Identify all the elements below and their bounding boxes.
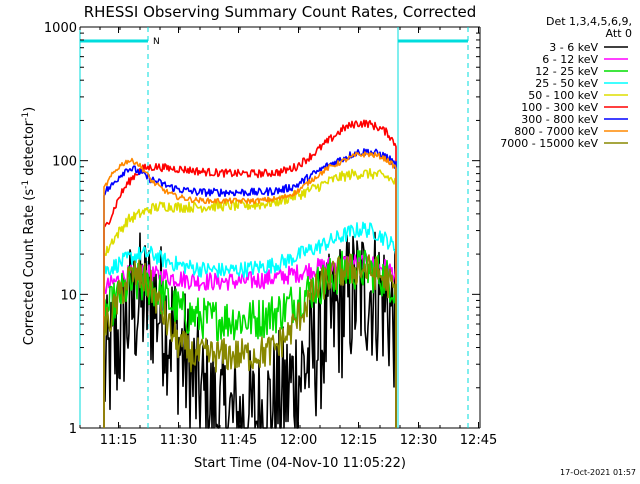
x-tick-label: 12:15 [340,433,377,448]
x-tick-label: 12:30 [400,433,437,448]
x-axis-label: Start Time (04-Nov-10 11:05:22) [194,456,406,471]
legend-header-line-1: Det 1,3,4,5,6,9, [546,15,632,28]
chart-title: RHESSI Observing Summary Count Rates, Co… [84,3,477,21]
y-tick-label: 1000 [44,21,77,36]
y-label-main: Corrected Count Rate (s [22,189,37,346]
legend-label-3: 25 - 50 keV [535,77,598,90]
timestamp: 17-Oct-2021 01:57 [560,468,636,477]
legend-header-line-2: Att 0 [606,27,632,40]
legend-label-6: 300 - 800 keV [521,113,598,126]
legend-label-4: 50 - 100 keV [528,89,598,102]
x-tick-label: 12:00 [280,433,317,448]
legend-label-2: 12 - 25 keV [535,65,598,78]
y-tick-label: 1 [69,422,77,437]
x-tick-label: 11:30 [160,433,197,448]
series-lines [103,119,397,429]
y-label-exp2: -1 [21,112,31,121]
legend-label-0: 3 - 6 keV [549,41,598,54]
y-label-end: ) [22,107,37,112]
axis-ticks: 11:15 11:30 11:45 12:00 12:15 12:30 12:45 1 10 10… [44,21,497,448]
legend-label-1: 6 - 12 keV [542,53,598,66]
y-label-exp1: -1 [21,180,31,189]
y-tick-label: 100 [52,155,77,170]
x-tick-label: 11:15 [100,433,137,448]
series-line-7 [103,151,397,428]
annotation-n: N [153,37,160,47]
x-tick-label: 12:45 [460,433,497,448]
legend-label-7: 800 - 7000 keV [514,125,598,138]
series-line-8 [103,253,397,428]
x-tick-label: 11:45 [220,433,257,448]
series-line-3 [103,221,397,428]
series-line-5 [103,119,397,428]
y-tick-label: 10 [60,288,77,303]
y-axis-label: Corrected Count Rate (s-1 detector-1) [21,107,37,345]
y-label-mid: detector [22,120,37,180]
legend-label-5: 100 - 300 keV [521,101,598,114]
attenuator-intervals [79,27,469,428]
series-line-4 [103,168,397,428]
legend-label-8: 7000 - 15000 keV [500,137,598,150]
